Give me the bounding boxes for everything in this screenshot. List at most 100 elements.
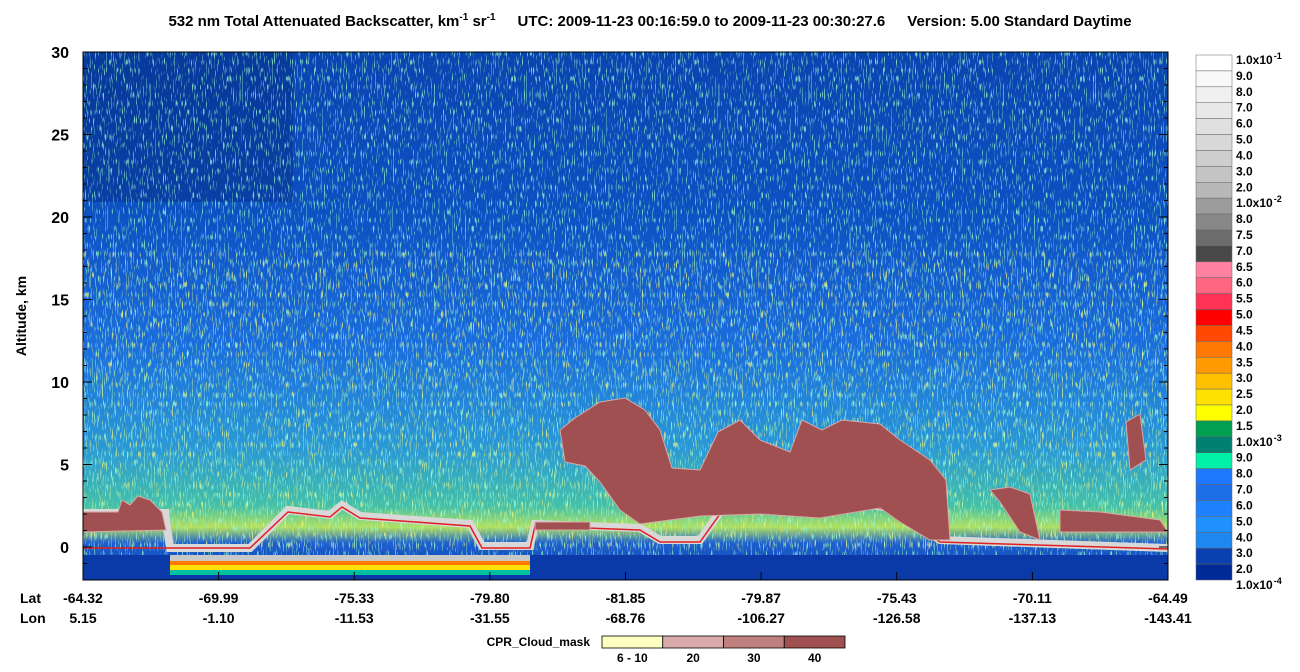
lat-label: -81.85 (606, 590, 646, 606)
colorbar-cell (1195, 341, 1233, 358)
colorbar-label: 8.0 (1236, 85, 1253, 99)
colorbar-cell (1195, 86, 1233, 103)
colorbar-cell (1195, 134, 1233, 151)
colorbar-cell (1195, 229, 1233, 247)
cloud-mask-category: 6 - 10 (617, 651, 648, 665)
colorbar-label: 8.0 (1236, 212, 1253, 226)
lat-label: -70.11 (1013, 590, 1052, 606)
colorbar-label: 5.5 (1236, 292, 1253, 306)
colorbar-cell (1195, 118, 1233, 135)
y-tick-label: 0 (60, 540, 69, 557)
colorbar-cell (1195, 197, 1233, 215)
colorbar-cell (1195, 436, 1233, 453)
colorbar-label: 2.0 (1236, 180, 1253, 194)
lat-label: -79.87 (741, 590, 781, 606)
colorbar-label: 6.0 (1236, 117, 1253, 131)
lon-label: -68.76 (606, 610, 646, 626)
y-tick-label: 20 (51, 210, 69, 227)
colorbar-label-sup: -4 (1274, 576, 1282, 586)
colorbar-label: 2.5 (1236, 387, 1253, 401)
cloud-mask-swatch (601, 635, 664, 649)
colorbar-cell (1195, 293, 1233, 310)
colorbar-label: 2.0 (1236, 562, 1253, 576)
y-tick-label: 5 (60, 458, 69, 475)
lon-label: -143.41 (1144, 610, 1192, 626)
lon-label: -11.53 (335, 610, 374, 626)
colorbar-label: 1.0x10 (1236, 53, 1273, 67)
colorbar-cell (1195, 452, 1233, 469)
x-row-title: Lon (20, 610, 46, 626)
colorbar-cell (1195, 54, 1233, 72)
y-axis-label: Altitude, km (13, 276, 29, 356)
backscatter-image (82, 52, 1169, 580)
colorbar-label: 1.0x10 (1236, 435, 1273, 449)
colorbar-label: 6.5 (1236, 260, 1253, 274)
colorbar-label: 4.0 (1236, 339, 1253, 353)
cloud-mask-category: 30 (747, 651, 761, 665)
colorbar-label: 1.5 (1236, 419, 1253, 433)
lat-label: -75.33 (334, 590, 374, 606)
colorbar-cell (1195, 516, 1233, 533)
lon-label: 5.15 (69, 610, 96, 626)
colorbar-label: 5.0 (1236, 308, 1253, 322)
colorbar-label: 7.5 (1236, 228, 1253, 242)
lon-label: -126.58 (873, 610, 921, 626)
colorbar-cell (1195, 357, 1233, 374)
cloud-mask-category: 40 (808, 651, 822, 665)
colorbar-cell (1195, 532, 1233, 549)
colorbar-label: 7.0 (1236, 244, 1253, 258)
colorbar-label: 4.0 (1236, 148, 1253, 162)
colorbar-cell (1195, 563, 1233, 581)
colorbar-label: 7.0 (1236, 483, 1253, 497)
colorbar-label: 5.0 (1236, 514, 1253, 528)
colorbar-cell (1195, 245, 1233, 263)
y-tick-label: 15 (51, 293, 69, 310)
cloud-mask-swatch (723, 635, 785, 649)
colorbar-label: 8.0 (1236, 467, 1253, 481)
colorbar-cell (1195, 166, 1233, 183)
colorbar-label: 7.0 (1236, 101, 1253, 115)
title-utc: UTC: 2009-11-23 00:16:59.0 to 2009-11-23… (518, 13, 886, 30)
colorbar-cell (1195, 150, 1233, 167)
cloud-mask-swatch (783, 635, 846, 649)
colorbar-label: 4.5 (1236, 323, 1253, 337)
lat-label: -79.80 (470, 590, 510, 606)
lon-label: -1.10 (203, 610, 235, 626)
lat-label: -75.43 (877, 590, 917, 606)
lon-label: -31.55 (470, 610, 510, 626)
title-text: 532 nm Total Attenuated Backscatter, km (168, 13, 459, 30)
colorbar-label: 2.0 (1236, 403, 1253, 417)
colorbar-label: 4.0 (1236, 530, 1253, 544)
colorbar-cell (1195, 484, 1233, 501)
lat-label: -64.49 (1148, 590, 1188, 606)
title-text: sr (468, 13, 487, 30)
y-tick-label: 30 (51, 45, 69, 62)
lon-label: -137.13 (1009, 610, 1057, 626)
colorbar-cell (1195, 213, 1233, 231)
colorbar-cell (1195, 547, 1233, 565)
colorbar-label: 6.0 (1236, 276, 1253, 290)
colorbar-label-sup: -3 (1274, 433, 1282, 443)
colorbar-label-sup: -1 (1274, 51, 1282, 61)
colorbar-label: 9.0 (1236, 69, 1253, 83)
colorbar-cell (1195, 102, 1233, 119)
colorbar-label: 3.0 (1236, 371, 1253, 385)
chart-title: 532 nm Total Attenuated Backscatter, km -… (168, 12, 1131, 30)
colorbar-cell (1195, 309, 1233, 326)
colorbar-label: 1.0x10 (1236, 578, 1273, 592)
colorbar-cell (1195, 277, 1233, 294)
colorbar-label: 3.0 (1236, 546, 1253, 560)
colorbar-label: 9.0 (1236, 451, 1253, 465)
title-sup: -1 (487, 12, 496, 23)
colorbar-cell (1195, 388, 1233, 406)
colorbar-cell (1195, 500, 1233, 517)
colorbar-label: 6.0 (1236, 498, 1253, 512)
title-version: Version: 5.00 Standard Daytime (907, 13, 1131, 30)
colorbar-cell (1195, 372, 1233, 390)
colorbar-label: 5.0 (1236, 133, 1253, 147)
colorbar-cell (1195, 325, 1233, 342)
cloud-mask-category: 20 (686, 651, 700, 665)
colorbar-cell (1195, 70, 1233, 88)
colorbar-label-sup: -2 (1274, 194, 1282, 204)
